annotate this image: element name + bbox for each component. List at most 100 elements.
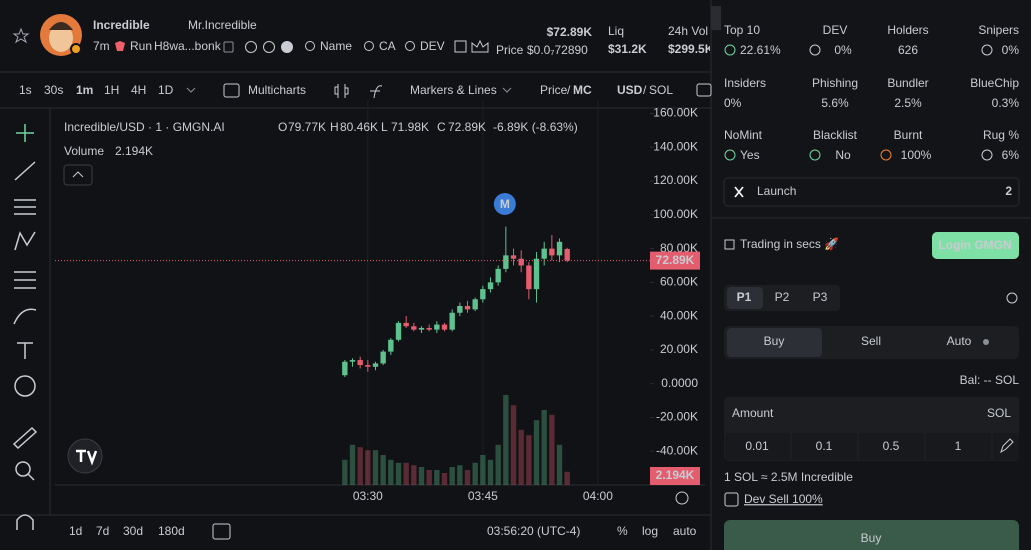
metric-label: BlueChip	[970, 76, 1019, 90]
panel-toggle[interactable]	[711, 6, 721, 30]
x-tick-label: 03:30	[353, 489, 383, 503]
amount-option[interactable]: 1	[955, 439, 962, 453]
social-icon[interactable]	[245, 41, 257, 53]
multicharts-button[interactable]: Multicharts	[248, 83, 306, 97]
interval-button[interactable]: 4H	[131, 83, 146, 97]
clock: 03:56:20 (UTC-4)	[487, 524, 580, 538]
amount-cell[interactable]	[926, 433, 991, 460]
camera-icon[interactable]	[696, 83, 712, 97]
preset-button[interactable]: P3	[813, 290, 828, 304]
metric-label: Rug %	[983, 128, 1019, 142]
range-button[interactable]: 30d	[123, 524, 143, 538]
indicator-icon[interactable]	[370, 85, 383, 99]
volume-bar	[441, 473, 448, 485]
volume-bar	[472, 462, 478, 485]
emoji-tool[interactable]	[14, 375, 36, 397]
candle-body	[411, 326, 417, 330]
interval-button[interactable]: 30s	[44, 83, 63, 97]
lines-tool[interactable]	[14, 199, 36, 215]
launch-label: Launch	[757, 184, 796, 198]
login-button[interactable]	[932, 232, 1019, 259]
event-marker[interactable]	[493, 193, 516, 215]
zoom-tool[interactable]	[15, 461, 31, 477]
edit-cell[interactable]	[993, 433, 1019, 460]
buy-button[interactable]	[724, 520, 1019, 550]
link-label[interactable]: CA	[379, 39, 396, 53]
crown-icon[interactable]	[471, 39, 489, 53]
candle-body	[388, 339, 394, 352]
markers-dropdown	[502, 87, 512, 93]
candle-type-icon[interactable]	[334, 84, 349, 98]
scale-option[interactable]: log	[642, 524, 658, 538]
crosshair-tool[interactable]	[16, 124, 34, 142]
candle-body	[464, 306, 471, 310]
stat-label: 24h Vol	[668, 24, 708, 38]
sol-toggle[interactable]: SOL	[649, 83, 673, 97]
trade-tab[interactable]: Buy	[764, 334, 785, 348]
trendline-tool[interactable]	[14, 161, 36, 181]
preset-settings[interactable]	[1006, 292, 1018, 304]
social-icon[interactable]	[263, 41, 275, 53]
link-label[interactable]: Name	[320, 39, 352, 53]
volume-bar	[457, 465, 463, 485]
metric-icon	[981, 44, 993, 56]
avatar-hair	[49, 22, 73, 30]
interval-button[interactable]: 1D	[158, 83, 174, 97]
social-icon[interactable]	[281, 41, 293, 53]
metric-label: Burnt	[894, 128, 923, 142]
range-button[interactable]: 1d	[69, 524, 82, 538]
amount-cell[interactable]	[792, 433, 857, 460]
magnet-tool[interactable]	[16, 514, 34, 530]
mc-toggle[interactable]: MC	[573, 83, 592, 97]
trade-tab[interactable]: Sell	[861, 334, 881, 348]
candle-body	[564, 248, 570, 261]
text-tool[interactable]	[17, 342, 33, 359]
settings-icon[interactable]	[675, 491, 689, 505]
interval-button[interactable]: 1H	[104, 83, 119, 97]
amount-unit: SOL	[987, 406, 1011, 420]
volume-bar	[487, 459, 494, 485]
pattern-tool[interactable]	[14, 231, 36, 251]
share-icon[interactable]	[454, 40, 467, 53]
fib-tool[interactable]	[14, 271, 36, 289]
amount-cell[interactable]	[859, 433, 924, 460]
last-volume-tag	[650, 467, 700, 485]
tv-logo[interactable]	[67, 438, 103, 474]
preset-button[interactable]: P1	[737, 290, 752, 304]
candle-body	[541, 248, 547, 259]
candle-body	[503, 255, 509, 269]
calendar-icon[interactable]	[212, 523, 231, 540]
dev-sell-label[interactable]: Dev Sell 100%	[744, 492, 823, 506]
price-toggle[interactable]: Price	[540, 83, 568, 97]
amount-option[interactable]: 0.01	[745, 439, 769, 453]
link-icon[interactable]	[364, 41, 374, 51]
favorite-star[interactable]	[12, 27, 30, 44]
markers-button[interactable]: Markers & Lines	[410, 83, 497, 97]
volume-bar	[510, 405, 517, 485]
range-button[interactable]: 180d	[158, 524, 185, 538]
launch-value: 2	[1005, 184, 1012, 198]
usd-toggle[interactable]: USD	[617, 83, 643, 97]
link-label[interactable]: DEV	[420, 39, 445, 53]
amount-option[interactable]: 0.1	[816, 439, 833, 453]
ruler-tool[interactable]	[12, 426, 38, 450]
amount-option[interactable]: 0.5	[883, 439, 900, 453]
amount-cell[interactable]	[725, 433, 790, 460]
volume-title: Volume	[64, 144, 104, 158]
brush-tool[interactable]	[13, 308, 37, 325]
dev-sell-checkbox[interactable]	[724, 492, 739, 507]
interval-button[interactable]: 1m	[76, 83, 93, 97]
interval-button[interactable]: 1s	[19, 83, 32, 97]
volume-bar	[426, 470, 432, 485]
collapse-button[interactable]	[63, 164, 93, 186]
preset-button[interactable]: P2	[775, 290, 790, 304]
candle-body	[418, 327, 425, 330]
link-icon[interactable]	[305, 41, 315, 51]
volume-bar	[395, 462, 402, 485]
range-button[interactable]: 7d	[96, 524, 109, 538]
scale-option[interactable]: %	[617, 524, 628, 538]
scale-option[interactable]: auto	[673, 524, 697, 538]
copy-icon	[223, 41, 234, 53]
link-icon[interactable]	[405, 41, 415, 51]
trade-tab[interactable]: Auto	[947, 334, 972, 348]
